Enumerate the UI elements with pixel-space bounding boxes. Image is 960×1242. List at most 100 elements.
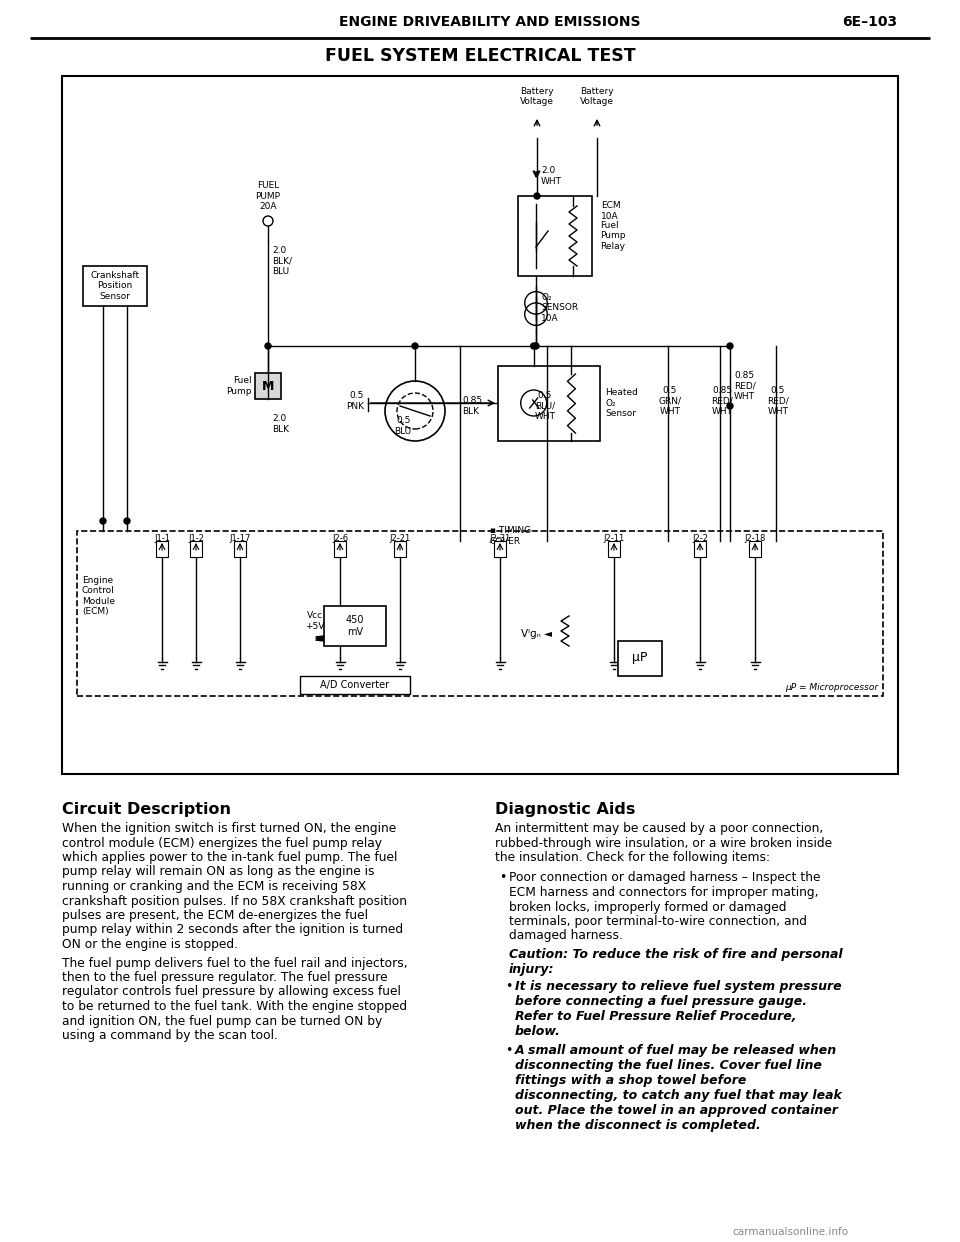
Text: 0.5
BLU: 0.5 BLU <box>394 416 411 436</box>
Text: Battery
Voltage: Battery Voltage <box>520 87 554 106</box>
Text: using a command by the scan tool.: using a command by the scan tool. <box>62 1030 277 1042</box>
Text: •: • <box>505 980 513 994</box>
Text: Fuel
Pump: Fuel Pump <box>227 376 252 396</box>
Text: FUEL
PUMP
20A: FUEL PUMP 20A <box>255 181 280 211</box>
Text: J2-21: J2-21 <box>390 534 411 543</box>
Text: It is necessary to relieve fuel system pressure: It is necessary to relieve fuel system p… <box>515 980 842 994</box>
Text: ECM
10A: ECM 10A <box>601 201 620 221</box>
Text: and ignition ON, the fuel pump can be turned ON by: and ignition ON, the fuel pump can be tu… <box>62 1015 382 1027</box>
Text: carmanualsonline.info: carmanualsonline.info <box>732 1227 848 1237</box>
Circle shape <box>534 193 540 199</box>
Text: ENGINE DRIVEABILITY AND EMISSIONS: ENGINE DRIVEABILITY AND EMISSIONS <box>339 15 640 29</box>
Text: below.: below. <box>515 1025 561 1038</box>
Bar <box>255 373 281 399</box>
Bar <box>518 196 592 276</box>
Text: control module (ECM) energizes the fuel pump relay: control module (ECM) energizes the fuel … <box>62 837 382 850</box>
Circle shape <box>531 343 537 349</box>
Text: Diagnostic Aids: Diagnostic Aids <box>495 802 636 817</box>
Text: J1-17: J1-17 <box>229 534 251 543</box>
Text: disconnecting the fuel lines. Cover fuel line: disconnecting the fuel lines. Cover fuel… <box>515 1059 822 1072</box>
Text: rubbed-through wire insulation, or a wire broken inside: rubbed-through wire insulation, or a wir… <box>495 837 832 850</box>
Bar <box>694 542 706 556</box>
Text: 2.0
WHT: 2.0 WHT <box>541 166 562 186</box>
Bar <box>77 532 883 696</box>
Text: 0.5
GRN/
WHT: 0.5 GRN/ WHT <box>659 386 682 416</box>
Text: 0.85
BLK: 0.85 BLK <box>462 396 482 416</box>
Text: 6E–103: 6E–103 <box>843 15 898 29</box>
Bar <box>749 542 761 556</box>
Text: to be returned to the fuel tank. With the engine stopped: to be returned to the fuel tank. With th… <box>62 1000 407 1013</box>
Bar <box>494 542 506 556</box>
Text: J1-2: J1-2 <box>188 534 204 543</box>
Text: fittings with a shop towel before: fittings with a shop towel before <box>515 1074 746 1087</box>
Circle shape <box>124 518 130 524</box>
Text: Poor connection or damaged harness – Inspect the: Poor connection or damaged harness – Ins… <box>509 872 821 884</box>
Text: J2-31: J2-31 <box>490 534 511 543</box>
Circle shape <box>533 343 539 349</box>
Bar <box>62 76 898 774</box>
Text: injury:: injury: <box>509 963 555 976</box>
Text: O₂
SENSOR
10A: O₂ SENSOR 10A <box>541 293 578 323</box>
Text: •: • <box>499 872 506 884</box>
Text: crankshaft position pulses. If no 58X crankshaft position: crankshaft position pulses. If no 58X cr… <box>62 894 407 908</box>
Bar <box>83 266 147 306</box>
Text: A/D Converter: A/D Converter <box>321 681 390 691</box>
Text: Vcc
+5V: Vcc +5V <box>305 611 324 631</box>
Text: J2-2: J2-2 <box>692 534 708 543</box>
Text: broken locks, improperly formed or damaged: broken locks, improperly formed or damag… <box>509 900 786 914</box>
Circle shape <box>265 343 271 349</box>
Text: pump relay within 2 seconds after the ignition is turned: pump relay within 2 seconds after the ig… <box>62 924 403 936</box>
Bar <box>156 542 168 556</box>
Text: 0.85
RED/
WHT: 0.85 RED/ WHT <box>734 371 756 401</box>
Text: μP: μP <box>633 652 648 664</box>
Text: ECM harness and connectors for improper mating,: ECM harness and connectors for improper … <box>509 886 819 899</box>
Bar <box>498 366 600 441</box>
Text: J1-1: J1-1 <box>154 534 170 543</box>
Text: Vᴵɡₙ ◄: Vᴵɡₙ ◄ <box>521 628 552 638</box>
Text: Battery
Voltage: Battery Voltage <box>580 87 614 106</box>
Text: 0.5
BLU/
WHT: 0.5 BLU/ WHT <box>535 391 556 421</box>
Text: Fuel
Pump
Relay: Fuel Pump Relay <box>600 221 626 251</box>
Text: damaged harness.: damaged harness. <box>509 929 623 943</box>
Text: pump relay will remain ON as long as the engine is: pump relay will remain ON as long as the… <box>62 866 374 878</box>
Text: Refer to Fuel Pressure Relief Procedure,: Refer to Fuel Pressure Relief Procedure, <box>515 1010 797 1023</box>
Text: An intermittent may be caused by a poor connection,: An intermittent may be caused by a poor … <box>495 822 824 835</box>
Bar <box>300 676 410 694</box>
Text: Caution: To reduce the risk of fire and personal: Caution: To reduce the risk of fire and … <box>509 948 843 961</box>
Text: 0.85
RED/
WHT: 0.85 RED/ WHT <box>711 386 732 416</box>
Bar <box>234 542 246 556</box>
Text: when the disconnect is completed.: when the disconnect is completed. <box>515 1119 760 1131</box>
Bar <box>618 641 662 676</box>
Bar <box>324 606 386 646</box>
Text: Engine
Control
Module
(ECM): Engine Control Module (ECM) <box>82 576 115 616</box>
Circle shape <box>100 518 106 524</box>
Text: 2.0
BLK: 2.0 BLK <box>272 415 289 433</box>
Text: 2.0
BLK/
BLU: 2.0 BLK/ BLU <box>272 246 292 276</box>
Text: When the ignition switch is first turned ON, the engine: When the ignition switch is first turned… <box>62 822 396 835</box>
Bar <box>608 542 620 556</box>
Bar <box>190 542 202 556</box>
Text: before connecting a fuel pressure gauge.: before connecting a fuel pressure gauge. <box>515 995 807 1009</box>
Circle shape <box>412 343 418 349</box>
Text: pulses are present, the ECM de-energizes the fuel: pulses are present, the ECM de-energizes… <box>62 909 368 922</box>
Text: J2-11: J2-11 <box>604 534 625 543</box>
Text: ▪ TIMING
COVER: ▪ TIMING COVER <box>490 527 531 545</box>
Text: running or cranking and the ECM is receiving 58X: running or cranking and the ECM is recei… <box>62 881 366 893</box>
Text: M: M <box>262 380 275 392</box>
Text: Heated
O₂
Sensor: Heated O₂ Sensor <box>605 388 637 417</box>
Text: J2-18: J2-18 <box>744 534 766 543</box>
Text: regulator controls fuel pressure by allowing excess fuel: regulator controls fuel pressure by allo… <box>62 985 401 999</box>
Text: μP = Microprocessor: μP = Microprocessor <box>785 683 878 693</box>
Text: disconnecting, to catch any fuel that may leak: disconnecting, to catch any fuel that ma… <box>515 1089 842 1102</box>
Bar <box>394 542 406 556</box>
Text: The fuel pump delivers fuel to the fuel rail and injectors,: The fuel pump delivers fuel to the fuel … <box>62 956 408 970</box>
Text: FUEL SYSTEM ELECTRICAL TEST: FUEL SYSTEM ELECTRICAL TEST <box>324 47 636 65</box>
Text: which applies power to the in-tank fuel pump. The fuel: which applies power to the in-tank fuel … <box>62 851 397 864</box>
Text: Circuit Description: Circuit Description <box>62 802 231 817</box>
Circle shape <box>727 343 733 349</box>
Text: J2-6: J2-6 <box>332 534 348 543</box>
Text: A small amount of fuel may be released when: A small amount of fuel may be released w… <box>515 1045 837 1057</box>
Text: the insulation. Check for the following items:: the insulation. Check for the following … <box>495 851 770 864</box>
Text: Crankshaft
Position
Sensor: Crankshaft Position Sensor <box>90 271 139 301</box>
Text: out. Place the towel in an approved container: out. Place the towel in an approved cont… <box>515 1104 838 1117</box>
